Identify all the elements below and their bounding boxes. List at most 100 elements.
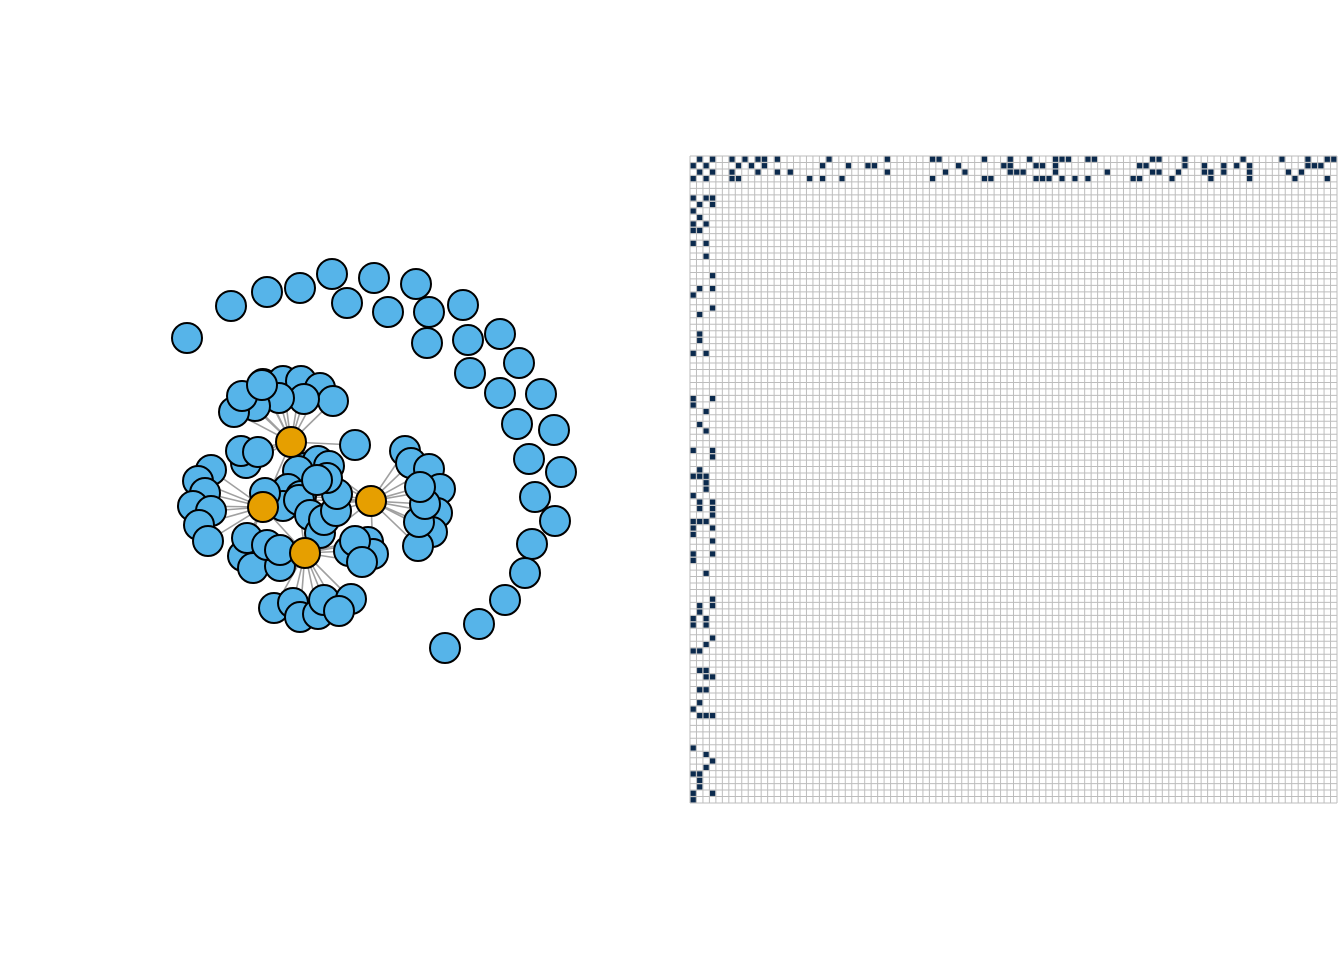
matrix-cell-filled	[1201, 169, 1207, 175]
matrix-cell-filled	[697, 609, 703, 615]
matrix-cell-filled	[703, 480, 709, 486]
matrix-cell-filled	[697, 777, 703, 783]
matrix-cell-filled	[697, 201, 703, 208]
matrix-cell-filled	[807, 176, 813, 182]
isolated-node	[513, 443, 545, 475]
periphery-node	[346, 546, 378, 578]
matrix-cell-filled	[710, 551, 716, 557]
core-node	[289, 537, 321, 569]
matrix-cell-filled	[690, 790, 696, 796]
isolated-node	[463, 608, 495, 640]
matrix-cell-filled	[929, 176, 936, 182]
matrix-cell-filled	[1208, 176, 1214, 182]
matrix-cell-filled	[690, 240, 696, 246]
matrix-cell-filled	[1234, 163, 1240, 169]
matrix-cell-filled	[703, 687, 709, 693]
matrix-cell-filled	[703, 240, 709, 246]
matrix-cell-filled	[690, 350, 696, 356]
matrix-cell-filled	[729, 156, 735, 162]
matrix-cell-filled	[942, 169, 949, 175]
matrix-cell-filled	[703, 622, 709, 628]
matrix-cell-filled	[710, 201, 716, 208]
matrix-cell-filled	[1046, 176, 1052, 182]
matrix-cell-filled	[1001, 163, 1007, 169]
matrix-cell-filled	[748, 163, 755, 169]
matrix-cell-filled	[697, 227, 703, 234]
matrix-cell-filled	[1014, 169, 1020, 175]
matrix-cell-filled	[690, 473, 696, 479]
matrix-cell-filled	[1331, 156, 1337, 162]
matrix-cell-filled	[1065, 156, 1072, 162]
matrix-cell-filled	[690, 402, 696, 408]
matrix-cell-filled	[697, 331, 703, 337]
periphery-node	[317, 385, 349, 417]
matrix-cell-filled	[703, 473, 709, 479]
matrix-cell-filled	[690, 176, 696, 182]
isolated-node	[516, 528, 548, 560]
isolated-node	[171, 322, 203, 354]
matrix-cell-filled	[1039, 163, 1046, 169]
matrix-cell-filled	[774, 156, 780, 162]
matrix-cell-filled	[1007, 163, 1013, 169]
matrix-cell-filled	[710, 156, 716, 162]
matrix-cell-filled	[690, 797, 696, 803]
matrix-cell-filled	[774, 169, 780, 175]
matrix-cell-filled	[884, 169, 890, 175]
periphery-node	[404, 471, 436, 503]
matrix-cell-filled	[710, 713, 716, 719]
matrix-cell-filled	[1020, 169, 1026, 175]
matrix-cell-filled	[1085, 156, 1091, 162]
matrix-cell-filled	[703, 751, 709, 758]
matrix-cell-filled	[697, 603, 703, 609]
matrix-cell-filled	[697, 421, 703, 428]
matrix-cell-filled	[703, 713, 709, 719]
matrix-cell-filled	[703, 221, 709, 227]
matrix-cell-filled	[710, 635, 716, 641]
matrix-cell-filled	[981, 156, 988, 162]
matrix-cell-filled	[697, 518, 703, 525]
matrix-cell-filled	[1324, 156, 1330, 162]
matrix-cell-filled	[742, 156, 748, 162]
core-node	[355, 485, 387, 517]
matrix-cell-filled	[710, 273, 716, 279]
periphery-node	[339, 429, 371, 461]
isolated-node	[413, 296, 445, 328]
isolated-node	[447, 289, 479, 321]
matrix-cell-filled	[729, 169, 735, 175]
matrix-cell-filled	[710, 603, 716, 609]
matrix-cell-filled	[703, 408, 709, 415]
matrix-cell-filled	[865, 163, 871, 169]
matrix-cell-filled	[710, 305, 716, 311]
matrix-cell-filled	[845, 163, 852, 169]
matrix-cell-filled	[1059, 176, 1065, 182]
matrix-cell-filled	[703, 486, 709, 492]
periphery-node	[323, 595, 355, 627]
matrix-cell-filled	[690, 531, 696, 538]
matrix-cell-filled	[1007, 169, 1013, 175]
matrix-cell-filled	[735, 163, 742, 169]
matrix-cell-filled	[1240, 156, 1246, 162]
matrix-cell-filled	[690, 518, 696, 525]
matrix-cell-filled	[697, 286, 703, 292]
isolated-node	[251, 276, 283, 308]
matrix-cell-filled	[761, 156, 768, 162]
core-node	[247, 491, 279, 523]
matrix-cell-filled	[710, 505, 716, 512]
matrix-cell-filled	[703, 764, 709, 771]
matrix-cell-filled	[697, 700, 703, 706]
periphery-node	[192, 525, 224, 557]
matrix-cell-filled	[710, 195, 716, 201]
matrix-cell-filled	[871, 163, 878, 169]
matrix-cell-filled	[690, 195, 696, 201]
matrix-cell-filled	[697, 214, 703, 221]
matrix-cell-filled	[936, 156, 942, 162]
matrix-cell-filled	[839, 176, 845, 182]
matrix-cell-filled	[1182, 163, 1188, 169]
matrix-cell-filled	[761, 163, 768, 169]
matrix-cell-filled	[735, 176, 742, 182]
matrix-cell-filled	[703, 195, 709, 201]
matrix-cell-filled	[1156, 169, 1162, 175]
matrix-cell-filled	[710, 512, 716, 518]
matrix-cell-filled	[710, 169, 716, 175]
